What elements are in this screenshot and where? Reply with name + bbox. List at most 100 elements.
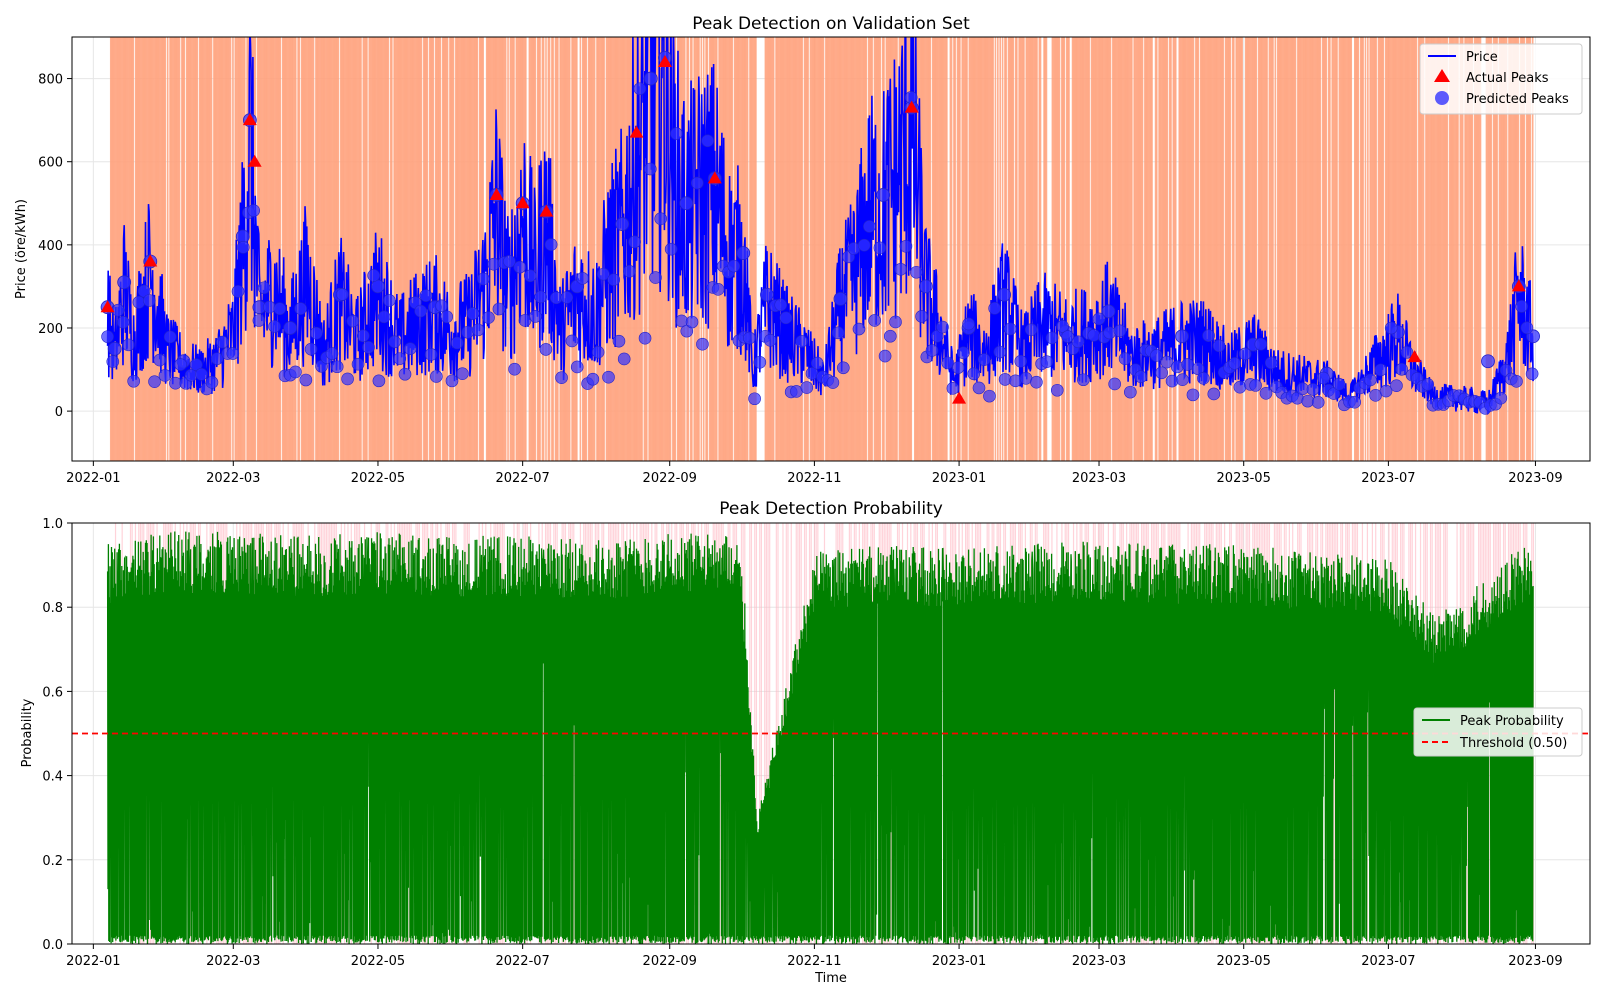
peak-shade-band: [1284, 37, 1286, 461]
peak-shade-band: [468, 37, 470, 461]
peak-shade-band: [198, 37, 201, 461]
axes-frame: [71, 522, 1591, 945]
peak-shade-band: [187, 37, 189, 461]
peak-shade-band: [1316, 37, 1318, 461]
peak-shade-band: [1344, 37, 1347, 461]
peak-shade-band: [794, 37, 796, 461]
actual-peak-marker: [1511, 279, 1526, 292]
peak-shade-band: [1077, 37, 1080, 461]
peak-shade-band: [337, 37, 340, 461]
peak-shade-band: [1078, 37, 1081, 461]
peak-shade-band: [164, 37, 167, 461]
peak-shade-band: [832, 37, 834, 461]
predicted-peak-marker: [638, 331, 652, 345]
peak-shade-band: [657, 37, 660, 461]
peak-shade-band: [1114, 37, 1117, 461]
peak-shade-band: [368, 37, 371, 461]
peak-shade-band: [650, 37, 653, 461]
peak-shade-band: [1399, 37, 1401, 461]
peak-shade-band: [1121, 37, 1124, 461]
x-axis-ticks: 2022-01 2022-03 2022-05 2022-07 2022-09 2022-…: [66, 461, 1563, 486]
peak-shade-band: [312, 37, 315, 461]
predicted-peak-marker: [371, 279, 385, 294]
peak-shade-band: [114, 37, 117, 461]
peak-shade-band: [425, 37, 428, 461]
peak-shade-band: [1292, 37, 1294, 461]
predicted-peak-marker: [153, 353, 167, 367]
peak-shade-band: [1441, 37, 1444, 461]
predicted-peak-marker: [1306, 383, 1320, 396]
predicted-peak-marker: [915, 310, 928, 323]
predicted-peak-marker: [649, 271, 662, 284]
x-axis-ticks: 2022-01 2022-03 2022-05 2022-07 2022-09 2022-…: [66, 944, 1563, 969]
peak-shade-band: [769, 523, 771, 944]
peak-shade-band: [1202, 37, 1204, 461]
peak-shade-band: [1055, 37, 1057, 461]
predicted-peak-marker: [951, 361, 965, 374]
peak-shade-band: [1166, 37, 1169, 461]
peak-shade-band: [988, 37, 991, 461]
peak-shade-band: [1254, 37, 1256, 461]
predicted-peak-marker: [195, 368, 208, 381]
peak-shade-band: [566, 37, 569, 461]
y-tick-label: 0.2: [42, 854, 63, 869]
peak-shade-band: [1415, 37, 1418, 461]
x-axis-label: Time: [814, 971, 847, 986]
peak-shade-band: [965, 37, 967, 461]
y-tick-label: 800: [38, 73, 63, 88]
peak-shade-band: [221, 37, 224, 461]
peak-shade-band: [178, 37, 181, 461]
peak-shade-band: [1150, 37, 1152, 461]
predicted-peak-marker: [1175, 329, 1189, 344]
predicted-peak-marker: [1233, 380, 1247, 394]
peak-shade-band: [143, 37, 145, 461]
predicted-peak-marker: [555, 371, 568, 384]
peak-shade-band: [1274, 37, 1277, 461]
peak-shade-band: [1382, 37, 1385, 461]
legend-swatch-actual-peaks: [1434, 69, 1450, 82]
predicted-peak-marker: [660, 20, 672, 32]
peak-shade-band: [1081, 37, 1083, 461]
x-tick-label: 2022-01: [66, 471, 120, 486]
peak-shade-band: [978, 37, 980, 461]
peak-shade-band: [785, 37, 788, 461]
peak-shade-band: [456, 37, 458, 461]
peak-shade-band: [561, 37, 564, 461]
peak-shade-band: [1187, 37, 1190, 461]
peak-shade-band: [412, 37, 414, 461]
actual-peak-marker: [707, 171, 722, 184]
peak-shade-band: [1323, 37, 1325, 461]
peak-shade-band: [328, 37, 330, 461]
peak-shade-band: [476, 37, 479, 461]
peak-shade-band: [806, 37, 808, 461]
peak-shade-band: [1282, 37, 1285, 461]
peak-shade-band: [776, 37, 779, 461]
legend-label: Threshold (0.50): [1459, 736, 1567, 751]
predicted-peak-marker: [918, 279, 933, 294]
peak-shade-band: [207, 37, 209, 461]
peak-shade-band: [1172, 37, 1175, 461]
legend-label: Actual Peaks: [1466, 71, 1549, 86]
chart-price-panel: Peak Detection on Validation Set 2022-01…: [14, 14, 1591, 486]
predicted-peak-marker: [1202, 329, 1215, 342]
peak-shade-band: [1056, 37, 1058, 461]
peak-shade-band: [809, 37, 812, 461]
peak-shade-band: [227, 37, 229, 461]
predicted-peak-marker: [111, 303, 125, 317]
predicted-peak-marker: [492, 302, 506, 316]
peak-shade-band: [1511, 37, 1514, 461]
peak-shade-band: [400, 37, 403, 461]
peak-shade-band: [290, 37, 292, 461]
peak-shade-band: [275, 37, 278, 461]
peak-shade-band: [591, 37, 594, 461]
legend-label: Peak Probability: [1460, 714, 1564, 729]
peak-shade-band: [428, 37, 431, 461]
peak-shade-band: [113, 37, 116, 461]
peak-shade-band: [934, 37, 936, 461]
peak-shade-band: [698, 37, 700, 461]
x-tick-label: 2023-07: [1361, 954, 1415, 969]
peak-shade-band: [969, 37, 972, 461]
peak-shade-band: [383, 37, 386, 461]
peak-shade-band: [1288, 37, 1291, 461]
peak-shade-band: [576, 37, 578, 461]
